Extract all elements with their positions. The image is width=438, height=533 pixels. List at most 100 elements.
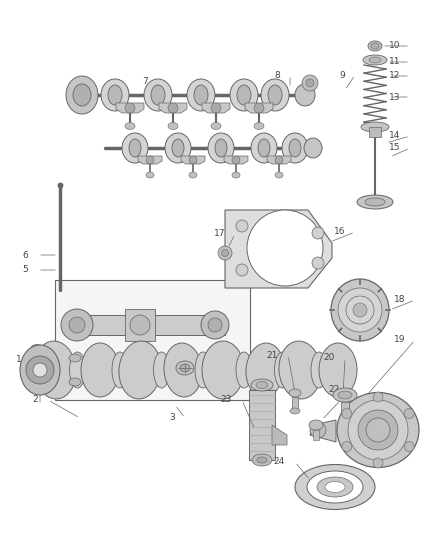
Ellipse shape — [251, 379, 273, 391]
Text: 7: 7 — [142, 77, 148, 86]
Ellipse shape — [371, 43, 379, 49]
Circle shape — [348, 400, 408, 460]
Circle shape — [236, 220, 248, 232]
Ellipse shape — [363, 55, 387, 65]
Bar — [70, 358, 80, 382]
Bar — [249, 390, 275, 460]
Text: 14: 14 — [389, 132, 400, 141]
Polygon shape — [202, 103, 230, 113]
Ellipse shape — [31, 344, 43, 351]
Ellipse shape — [144, 79, 172, 111]
Circle shape — [208, 318, 222, 332]
Ellipse shape — [168, 123, 178, 130]
Ellipse shape — [165, 133, 191, 163]
Text: 6: 6 — [22, 251, 28, 260]
Text: 13: 13 — [389, 93, 400, 101]
Text: 9: 9 — [339, 70, 345, 79]
Ellipse shape — [125, 123, 135, 130]
Ellipse shape — [331, 279, 389, 341]
Ellipse shape — [309, 420, 323, 430]
Ellipse shape — [151, 85, 165, 105]
Polygon shape — [138, 156, 162, 164]
Ellipse shape — [129, 139, 141, 157]
Circle shape — [366, 418, 390, 442]
Text: 20: 20 — [324, 353, 335, 362]
Ellipse shape — [195, 352, 211, 388]
Ellipse shape — [257, 457, 267, 463]
Ellipse shape — [256, 382, 268, 389]
Ellipse shape — [295, 84, 315, 106]
Text: 12: 12 — [389, 71, 400, 80]
Text: 1: 1 — [16, 356, 22, 365]
Ellipse shape — [268, 85, 282, 105]
Text: 24: 24 — [274, 457, 285, 466]
Ellipse shape — [275, 172, 283, 178]
Circle shape — [201, 311, 229, 339]
Ellipse shape — [361, 122, 389, 132]
Polygon shape — [272, 425, 287, 445]
Circle shape — [33, 363, 47, 377]
Circle shape — [306, 79, 314, 87]
Ellipse shape — [119, 341, 161, 399]
Circle shape — [130, 315, 150, 335]
Circle shape — [302, 75, 318, 91]
Ellipse shape — [279, 341, 321, 399]
Ellipse shape — [202, 341, 244, 399]
Ellipse shape — [246, 343, 284, 397]
Ellipse shape — [282, 133, 308, 163]
Ellipse shape — [237, 85, 251, 105]
Bar — [125, 309, 155, 341]
Circle shape — [373, 458, 383, 468]
Ellipse shape — [338, 391, 352, 399]
Circle shape — [254, 103, 264, 113]
Ellipse shape — [108, 85, 122, 105]
Text: 19: 19 — [393, 335, 405, 344]
Ellipse shape — [337, 392, 419, 467]
Circle shape — [69, 317, 85, 333]
Text: 22: 22 — [329, 385, 340, 394]
Circle shape — [373, 392, 383, 402]
Ellipse shape — [164, 343, 202, 397]
Ellipse shape — [290, 408, 300, 414]
Text: 3: 3 — [169, 414, 175, 423]
Polygon shape — [181, 156, 205, 164]
Circle shape — [310, 422, 326, 438]
Text: 17: 17 — [213, 230, 225, 238]
Circle shape — [236, 264, 248, 276]
Bar — [313, 430, 319, 440]
Ellipse shape — [66, 76, 98, 114]
Circle shape — [346, 296, 374, 324]
Ellipse shape — [325, 481, 345, 492]
Ellipse shape — [236, 352, 252, 388]
Ellipse shape — [187, 79, 215, 111]
Bar — [292, 397, 298, 411]
Text: 23: 23 — [221, 395, 232, 405]
Bar — [70, 315, 225, 335]
Circle shape — [61, 309, 93, 341]
Ellipse shape — [189, 172, 197, 178]
Ellipse shape — [112, 352, 128, 388]
Text: 11: 11 — [389, 58, 400, 67]
Ellipse shape — [146, 172, 154, 178]
Circle shape — [168, 103, 178, 113]
Text: 10: 10 — [389, 42, 400, 51]
Ellipse shape — [73, 84, 91, 106]
Ellipse shape — [122, 133, 148, 163]
Ellipse shape — [252, 454, 272, 466]
Ellipse shape — [317, 477, 353, 497]
Ellipse shape — [254, 123, 264, 130]
Ellipse shape — [251, 133, 277, 163]
Ellipse shape — [357, 195, 393, 209]
Circle shape — [275, 156, 283, 164]
Ellipse shape — [289, 389, 301, 397]
Ellipse shape — [34, 341, 76, 399]
Polygon shape — [224, 156, 248, 164]
Bar — [341, 402, 349, 414]
Ellipse shape — [368, 41, 382, 51]
Ellipse shape — [232, 172, 240, 178]
Circle shape — [247, 210, 323, 286]
Ellipse shape — [289, 139, 301, 157]
Circle shape — [404, 441, 414, 451]
Bar — [32, 348, 42, 376]
Bar — [369, 127, 381, 137]
